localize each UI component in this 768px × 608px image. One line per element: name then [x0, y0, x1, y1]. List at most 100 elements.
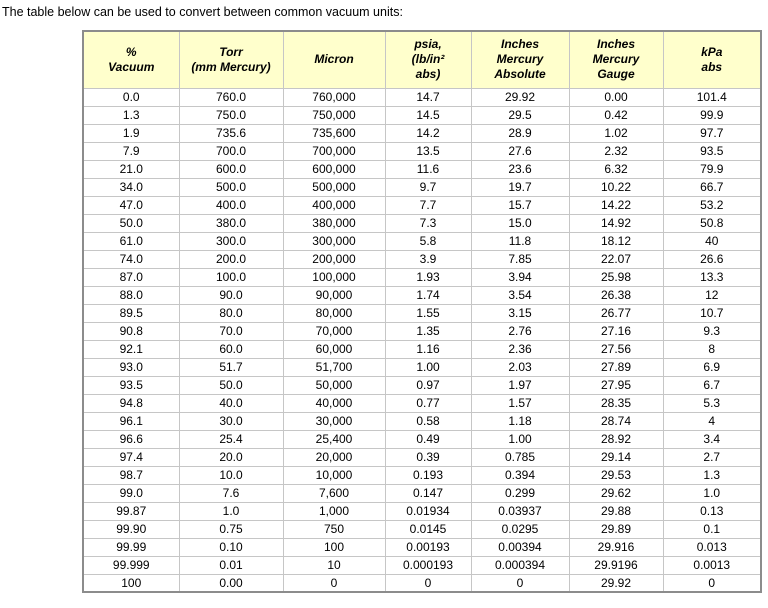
table-cell: 1.74 [384, 285, 472, 305]
table-cell: 22.07 [568, 249, 664, 269]
table-cell: 1.55 [384, 303, 472, 323]
table-cell: 0 [282, 573, 386, 593]
table-cell: 99.99 [82, 537, 180, 557]
table-cell: 25,400 [282, 429, 386, 449]
table-cell: 99.90 [82, 519, 180, 539]
table-cell: 29.9196 [568, 555, 664, 575]
table-cell: 90,000 [282, 285, 386, 305]
table-cell: 13.5 [384, 141, 472, 161]
table-cell: 500.0 [178, 177, 284, 197]
table-cell: 29.53 [568, 465, 664, 485]
table-cell: 19.7 [470, 177, 570, 197]
table-row: 100 0.00 0 0 0 29.92 0 [82, 573, 762, 593]
table-cell: 26.6 [662, 249, 762, 269]
table-cell: 1.0 [662, 483, 762, 503]
table-cell: 20.0 [178, 447, 284, 467]
table-row: 93.5 50.0 50,000 0.97 1.97 27.95 6.7 [82, 375, 762, 395]
table-cell: 3.15 [470, 303, 570, 323]
table-cell: 400,000 [282, 195, 386, 215]
table-cell: 66.7 [662, 177, 762, 197]
table-cell: 7.9 [82, 141, 180, 161]
table-cell: 90.0 [178, 285, 284, 305]
table-cell: 14.92 [568, 213, 664, 233]
table-cell: 27.6 [470, 141, 570, 161]
table-cell: 0.01 [178, 555, 284, 575]
table-cell: 97.4 [82, 447, 180, 467]
table-cell: 30,000 [282, 411, 386, 431]
table-cell: 21.0 [82, 159, 180, 179]
table-cell: 14.7 [384, 87, 472, 107]
table-cell: 96.1 [82, 411, 180, 431]
table-cell: 735,600 [282, 123, 386, 143]
table-cell: 70.0 [178, 321, 284, 341]
table-cell: 5.3 [662, 393, 762, 413]
table-cell: 27.16 [568, 321, 664, 341]
table-cell: 1.3 [82, 105, 180, 125]
table-cell: 0.97 [384, 375, 472, 395]
table-cell: 0.77 [384, 393, 472, 413]
table-cell: 53.2 [662, 195, 762, 215]
table-cell: 10,000 [282, 465, 386, 485]
table-cell: 0.03937 [470, 501, 570, 521]
table-cell: 2.36 [470, 339, 570, 359]
table-cell: 60,000 [282, 339, 386, 359]
table-cell: 0.0145 [384, 519, 472, 539]
table-cell: 79.9 [662, 159, 762, 179]
table-cell: 1.9 [82, 123, 180, 143]
table-cell: 40.0 [178, 393, 284, 413]
table-body: 0.0 760.0 760,000 14.7 29.92 0.00 101.4 1.3 750.… [82, 87, 762, 593]
table-cell: 400.0 [178, 195, 284, 215]
column-header: kPa abs [662, 30, 762, 89]
table-row: 89.5 80.0 80,000 1.55 3.15 26.77 10.7 [82, 303, 762, 323]
table-cell: 29.5 [470, 105, 570, 125]
table-cell: 50.0 [82, 213, 180, 233]
table-row: 94.8 40.0 40,000 0.77 1.57 28.35 5.3 [82, 393, 762, 413]
table-cell: 1.16 [384, 339, 472, 359]
table-cell: 6.32 [568, 159, 664, 179]
table-cell: 12 [662, 285, 762, 305]
table-cell: 6.9 [662, 357, 762, 377]
table-cell: 28.35 [568, 393, 664, 413]
table-cell: 750 [282, 519, 386, 539]
table-cell: 99.999 [82, 555, 180, 575]
table-cell: 80.0 [178, 303, 284, 323]
table-cell: 380,000 [282, 213, 386, 233]
table-cell: 7.6 [178, 483, 284, 503]
table-row: 99.999 0.01 10 0.000193 0.000394 29.9196 0.001… [82, 555, 762, 575]
table-cell: 20,000 [282, 447, 386, 467]
table-cell: 28.9 [470, 123, 570, 143]
table-cell: 30.0 [178, 411, 284, 431]
table-cell: 0.00 [178, 573, 284, 593]
table-cell: 50,000 [282, 375, 386, 395]
table-cell: 1.0 [178, 501, 284, 521]
table-cell: 6.7 [662, 375, 762, 395]
table-cell: 93.5 [662, 141, 762, 161]
table-row: 7.9 700.0 700,000 13.5 27.6 2.32 93.5 [82, 141, 762, 161]
table-cell: 3.9 [384, 249, 472, 269]
table-cell: 5.8 [384, 231, 472, 251]
table-cell: 0.193 [384, 465, 472, 485]
table-cell: 100 [82, 573, 180, 593]
table-row: 34.0 500.0 500,000 9.7 19.7 10.22 66.7 [82, 177, 762, 197]
table-cell: 1,000 [282, 501, 386, 521]
table-cell: 300,000 [282, 231, 386, 251]
table-cell: 760.0 [178, 87, 284, 107]
table-cell: 0.1 [662, 519, 762, 539]
table-cell: 0.0 [82, 87, 180, 107]
column-header: % Vacuum [82, 30, 180, 89]
table-cell: 14.5 [384, 105, 472, 125]
table-row: 1.9 735.6 735,600 14.2 28.9 1.02 97.7 [82, 123, 762, 143]
column-header: Torr (mm Mercury) [178, 30, 284, 89]
table-row: 50.0 380.0 380,000 7.3 15.0 14.92 50.8 [82, 213, 762, 233]
table-row: 99.87 1.0 1,000 0.01934 0.03937 29.88 0.13 [82, 501, 762, 521]
table-cell: 380.0 [178, 213, 284, 233]
table-cell: 29.916 [568, 537, 664, 557]
table-cell: 80,000 [282, 303, 386, 323]
table-cell: 97.7 [662, 123, 762, 143]
table-row: 99.99 0.10 100 0.00193 0.00394 29.916 0.013 [82, 537, 762, 557]
table-cell: 50.0 [178, 375, 284, 395]
table-row: 74.0 200.0 200,000 3.9 7.85 22.07 26.6 [82, 249, 762, 269]
table-cell: 7.3 [384, 213, 472, 233]
table-cell: 14.22 [568, 195, 664, 215]
table-row: 96.1 30.0 30,000 0.58 1.18 28.74 4 [82, 411, 762, 431]
